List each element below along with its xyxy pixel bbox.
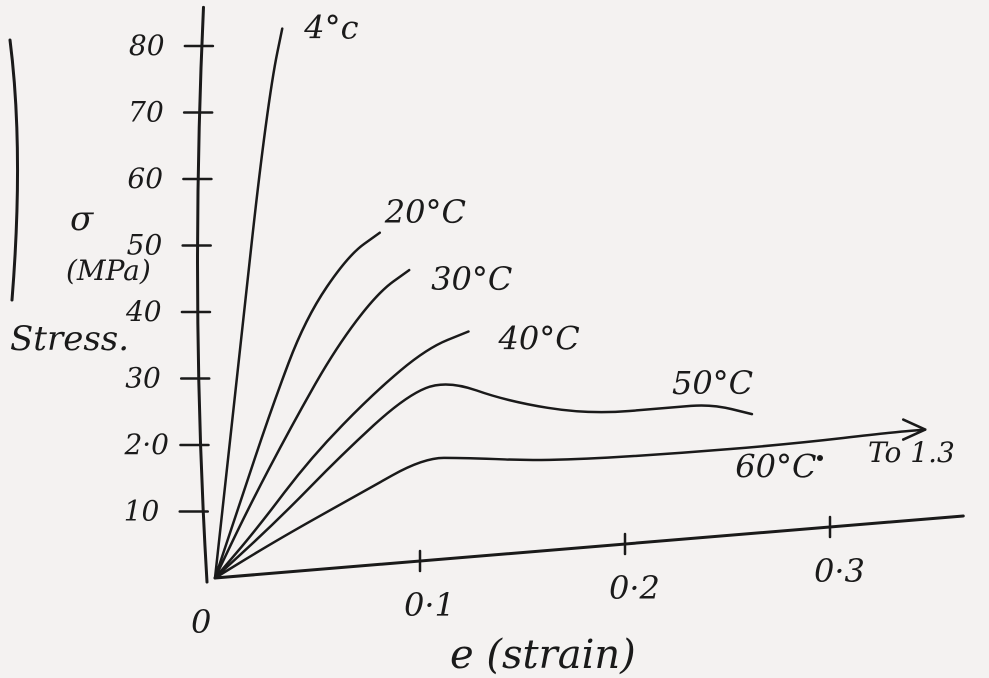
annotation-to-1-3: To 1.3 — [868, 436, 955, 469]
y-tick-label: 10 — [124, 495, 160, 528]
y-ticks: 10 2·0 30 40 50 60 70 80 — [123, 29, 215, 528]
x-tick-label: 0 — [191, 603, 211, 641]
x-tick-label: 0·1 — [404, 586, 455, 624]
y-tick-label: 70 — [128, 96, 164, 129]
y-axis-unit: (MPa) — [66, 254, 151, 287]
y-tick-label: 60 — [127, 162, 163, 195]
y-tick-label: 2·0 — [123, 428, 169, 461]
margin-bracket — [8, 38, 20, 302]
axes — [196, 5, 965, 584]
curve-label: 50°C — [672, 364, 753, 402]
y-axis-label: Stress. — [10, 319, 129, 359]
y-tick-label: 40 — [125, 295, 162, 328]
curve-4 — [213, 383, 754, 580]
curve-3 — [213, 330, 470, 580]
x-ticks: 0 0·1 0·2 0·3 — [191, 515, 865, 641]
curve-1 — [213, 231, 381, 580]
x-axis — [213, 514, 965, 580]
y-tick-label: 50 — [127, 229, 163, 262]
curve-2 — [213, 268, 411, 580]
y-tick-label: 80 — [129, 29, 165, 62]
curve-label: 30°C — [431, 260, 512, 298]
x-axis-label: e (strain) — [450, 632, 636, 678]
curve-label: 20°C — [384, 193, 466, 231]
y-axis — [196, 5, 209, 584]
curves — [213, 27, 927, 580]
curve-labels: 4°c 20°C 30°C 40°C 50°C 60°C — [303, 9, 816, 486]
curve-5 — [213, 428, 927, 580]
x-tick-label: 0·3 — [814, 552, 865, 590]
curve-label: 60°C — [735, 448, 816, 486]
x-tick-label: 0·2 — [609, 569, 660, 607]
curve-label: 40°C — [497, 320, 579, 358]
y-axis-symbol: σ — [70, 199, 94, 239]
annotation-dot — [817, 455, 823, 461]
curve-label: 4°c — [303, 9, 358, 47]
y-tick-label: 30 — [125, 362, 161, 395]
curve-0 — [213, 27, 284, 580]
